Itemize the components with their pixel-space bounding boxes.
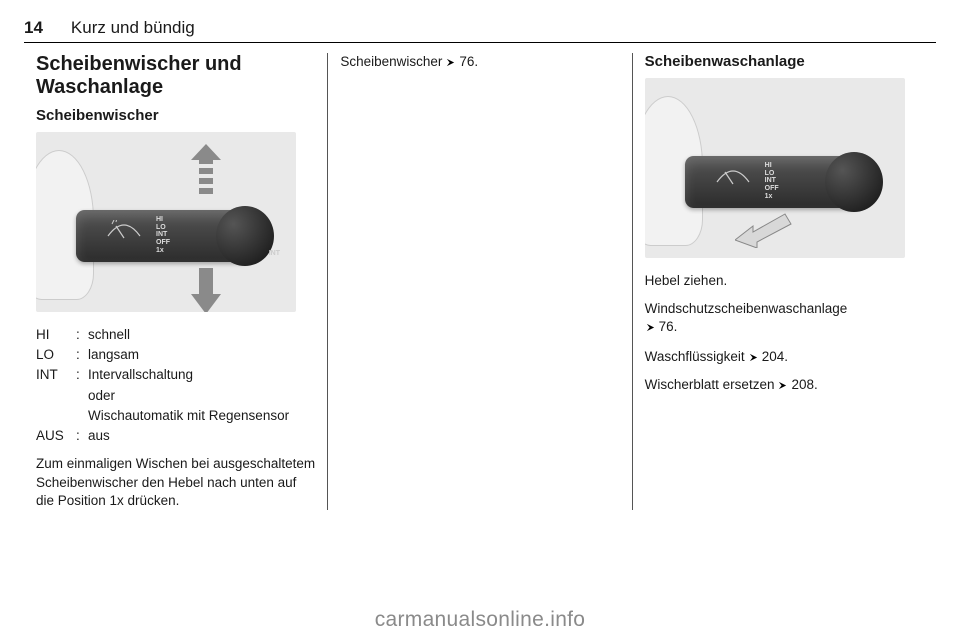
page-ref-icon bbox=[777, 380, 788, 391]
table-row: oder bbox=[36, 387, 315, 405]
page: 14 Kurz und bündig Scheibenwischer und W… bbox=[24, 0, 936, 510]
mode-colon bbox=[76, 387, 88, 405]
table-row: INT : Intervallschaltung bbox=[36, 366, 315, 384]
mode-key: LO bbox=[36, 346, 76, 364]
windshield-icon bbox=[715, 166, 751, 191]
mode-value: Wischautomatik mit Regensensor bbox=[88, 407, 315, 425]
stalk-position-labels: HI LO INT OFF 1x bbox=[765, 162, 779, 200]
mode-key: HI bbox=[36, 326, 76, 344]
chapter-title: Kurz und bündig bbox=[71, 18, 195, 38]
mode-key: AUS bbox=[36, 427, 76, 445]
ref-text: Windschutzscheibenwaschanlage bbox=[645, 301, 848, 316]
subheading-washer: Scheibenwaschanlage bbox=[645, 53, 924, 70]
cross-ref-washer: Windschutzscheibenwaschanlage 76. bbox=[645, 300, 924, 338]
ref-text: Scheibenwischer bbox=[340, 53, 442, 71]
table-row: Wischautomatik mit Regensensor bbox=[36, 407, 315, 425]
arrow-up-icon bbox=[191, 144, 221, 200]
page-ref-icon bbox=[645, 322, 656, 333]
mode-value: Intervallschaltung bbox=[88, 366, 315, 384]
mode-key: INT bbox=[36, 366, 76, 384]
wiper-stalk bbox=[76, 210, 266, 262]
subheading-wiper: Scheibenwischer bbox=[36, 107, 315, 124]
page-ref-icon bbox=[748, 352, 759, 363]
mode-value: aus bbox=[88, 427, 315, 445]
column-3: Scheibenwaschanlage HI LO INT OFF 1x Heb… bbox=[632, 53, 936, 510]
mode-colon bbox=[76, 407, 88, 425]
cross-ref-fluid: Waschflüssigkeit 204. bbox=[645, 348, 924, 366]
cross-ref-blade: Wischerblatt ersetzen 208. bbox=[645, 376, 924, 394]
mode-colon: : bbox=[76, 326, 88, 344]
int-label: INT bbox=[269, 250, 280, 257]
section-heading: Scheibenwischer und Waschanlage bbox=[36, 53, 315, 99]
arrow-pull-icon bbox=[735, 208, 795, 248]
mode-value: schnell bbox=[88, 326, 315, 344]
windshield-icon bbox=[106, 220, 142, 245]
ref-text: Waschflüssigkeit bbox=[645, 348, 745, 366]
page-ref-icon bbox=[445, 57, 456, 68]
ref-page: 204. bbox=[762, 348, 788, 366]
figure-washer-stalk: HI LO INT OFF 1x bbox=[645, 78, 905, 258]
table-row: AUS : aus bbox=[36, 427, 315, 445]
ref-text: Wischerblatt ersetzen bbox=[645, 376, 775, 394]
column-1: Scheibenwischer und Waschanlage Scheiben… bbox=[24, 53, 327, 510]
figure-wiper-stalk: HI LO INT OFF 1x INT bbox=[36, 132, 296, 312]
heading-line: Scheibenwischer und bbox=[36, 53, 242, 75]
table-row: LO : langsam bbox=[36, 346, 315, 364]
arrow-down-icon bbox=[191, 268, 221, 312]
column-2: Scheibenwischer 76. bbox=[327, 53, 631, 510]
ref-page: 208. bbox=[791, 376, 817, 394]
mode-colon: : bbox=[76, 427, 88, 445]
ref-page: 76. bbox=[659, 318, 678, 336]
page-number: 14 bbox=[24, 18, 43, 38]
mode-colon: : bbox=[76, 346, 88, 364]
wiper-stalk bbox=[685, 156, 875, 208]
table-row: HI : schnell bbox=[36, 326, 315, 344]
wiper-mode-table: HI : schnell LO : langsam INT : Interval… bbox=[36, 326, 315, 445]
mode-key bbox=[36, 387, 76, 405]
stalk-knob bbox=[216, 206, 274, 266]
stalk-knob bbox=[825, 152, 883, 212]
watermark: carmanualsonline.info bbox=[0, 608, 960, 632]
mode-value: oder bbox=[88, 387, 315, 405]
mode-key bbox=[36, 407, 76, 425]
cross-ref-wiper: Scheibenwischer 76. bbox=[340, 53, 619, 71]
mode-value: langsam bbox=[88, 346, 315, 364]
columns: Scheibenwischer und Waschanlage Scheiben… bbox=[24, 53, 936, 510]
paragraph-pull-lever: Hebel ziehen. bbox=[645, 272, 924, 290]
page-header: 14 Kurz und bündig bbox=[24, 18, 936, 43]
heading-line: Waschanlage bbox=[36, 76, 163, 98]
paragraph-single-wipe: Zum einmaligen Wischen bei ausgeschaltet… bbox=[36, 455, 315, 510]
ref-page: 76. bbox=[459, 53, 478, 71]
mode-colon: : bbox=[76, 366, 88, 384]
stalk-position-labels: HI LO INT OFF 1x bbox=[156, 216, 170, 254]
